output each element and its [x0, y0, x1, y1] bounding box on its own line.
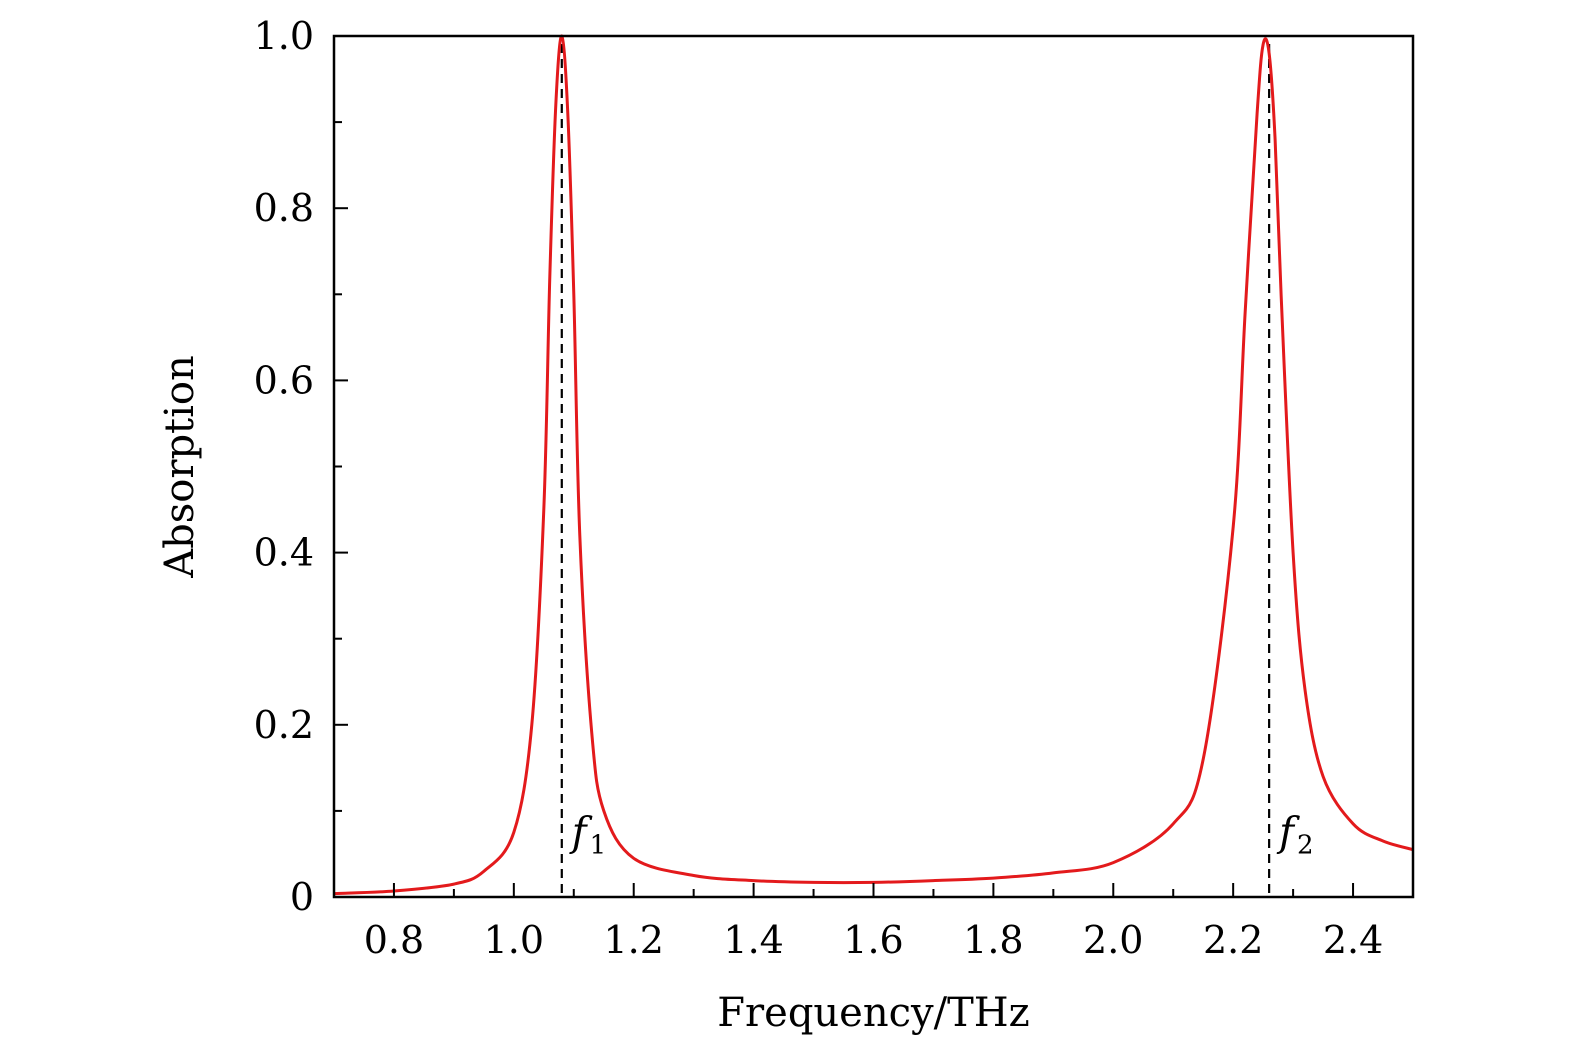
y-tick-label: 0.6 — [254, 358, 314, 402]
x-tick-label: 1.8 — [963, 918, 1023, 962]
plot-frame — [332, 34, 1415, 899]
marker-lines — [560, 44, 1271, 897]
x-tick-label: 1.0 — [484, 918, 544, 962]
marker-subscript-2: 2 — [1297, 830, 1314, 860]
x-tick-label: 1.6 — [843, 918, 903, 962]
y-tick-label: 0.2 — [254, 703, 314, 747]
x-tick-label: 2.0 — [1083, 918, 1143, 962]
x-tick-label: 0.8 — [364, 918, 424, 962]
y-axis-ticks: 0 0.2 0.4 0.6 0.8 1.0 — [254, 14, 348, 919]
x-axis-title: Frequency/THz — [717, 990, 1029, 1036]
x-tick-label: 1.4 — [723, 918, 783, 962]
x-tick-label: 1.2 — [604, 918, 664, 962]
y-tick-label: 0 — [290, 875, 314, 919]
marker-subscript-1: 1 — [590, 830, 607, 860]
y-tick-label: 1.0 — [254, 14, 314, 58]
x-tick-label: 2.2 — [1203, 918, 1263, 962]
y-axis-title: Absorption — [157, 355, 203, 579]
y-tick-label: 0.4 — [254, 531, 314, 575]
y-tick-label: 0.8 — [254, 186, 314, 230]
x-axis-ticks: 0.8 1.0 1.2 1.4 1.6 1.8 2.0 2.2 2.4 — [333, 883, 1414, 962]
absorption-curve — [333, 34, 1414, 896]
x-tick-label: 2.4 — [1323, 918, 1383, 962]
